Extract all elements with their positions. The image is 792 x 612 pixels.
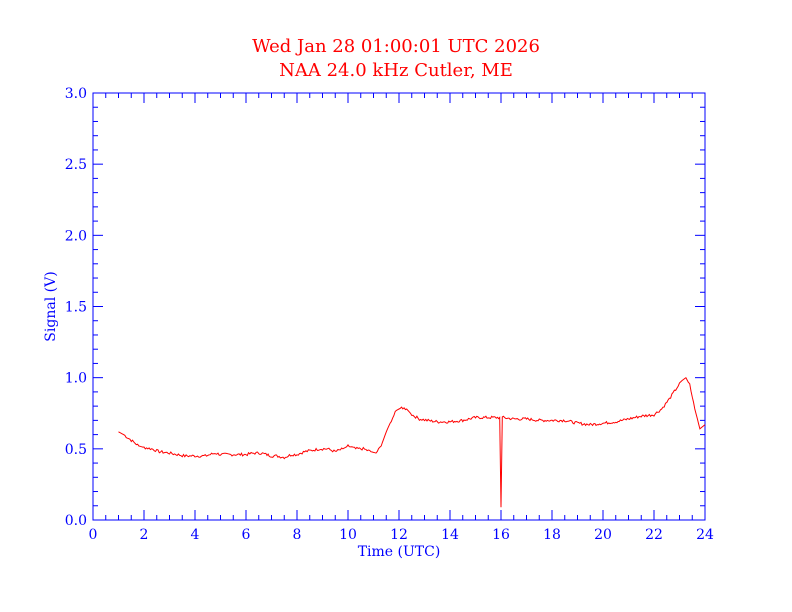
y-tick-label: 1.5 bbox=[65, 300, 87, 316]
y-axis-label: Signal (V) bbox=[43, 271, 59, 341]
x-tick-label: 18 bbox=[543, 527, 561, 543]
chart-title: Wed Jan 28 01:00:01 UTC 2026 bbox=[252, 36, 540, 57]
x-tick-label: 6 bbox=[242, 527, 251, 543]
x-tick-label: 24 bbox=[696, 527, 714, 543]
x-tick-label: 2 bbox=[140, 527, 149, 543]
x-tick-label: 8 bbox=[293, 527, 302, 543]
x-tick-label: 4 bbox=[191, 527, 200, 543]
x-tick-label: 0 bbox=[89, 527, 98, 543]
y-tick-label: 2.5 bbox=[65, 157, 87, 173]
axis-tick-labels: 0 2 4 6 8 10 12 14 16 18 20 22 240.00.51.01.52.02.53… bbox=[65, 86, 714, 543]
x-tick-label: 14 bbox=[441, 527, 459, 543]
chart-subtitle: NAA 24.0 kHz Cutler, ME bbox=[279, 60, 513, 81]
x-tick-label: 20 bbox=[594, 527, 612, 543]
x-tick-label: 22 bbox=[645, 527, 663, 543]
axis-ticks bbox=[92, 92, 706, 521]
y-tick-label: 0.5 bbox=[65, 442, 87, 458]
y-tick-label: 0.0 bbox=[65, 513, 87, 529]
x-tick-label: 10 bbox=[339, 527, 357, 543]
y-tick-label: 1.0 bbox=[65, 371, 87, 387]
x-tick-label: 16 bbox=[492, 527, 510, 543]
signal-series-line bbox=[118, 376, 706, 508]
x-tick-label: 12 bbox=[390, 527, 408, 543]
y-tick-label: 2.0 bbox=[65, 228, 87, 244]
y-tick-label: 3.0 bbox=[65, 86, 87, 102]
x-axis-label: Time (UTC) bbox=[358, 544, 441, 560]
